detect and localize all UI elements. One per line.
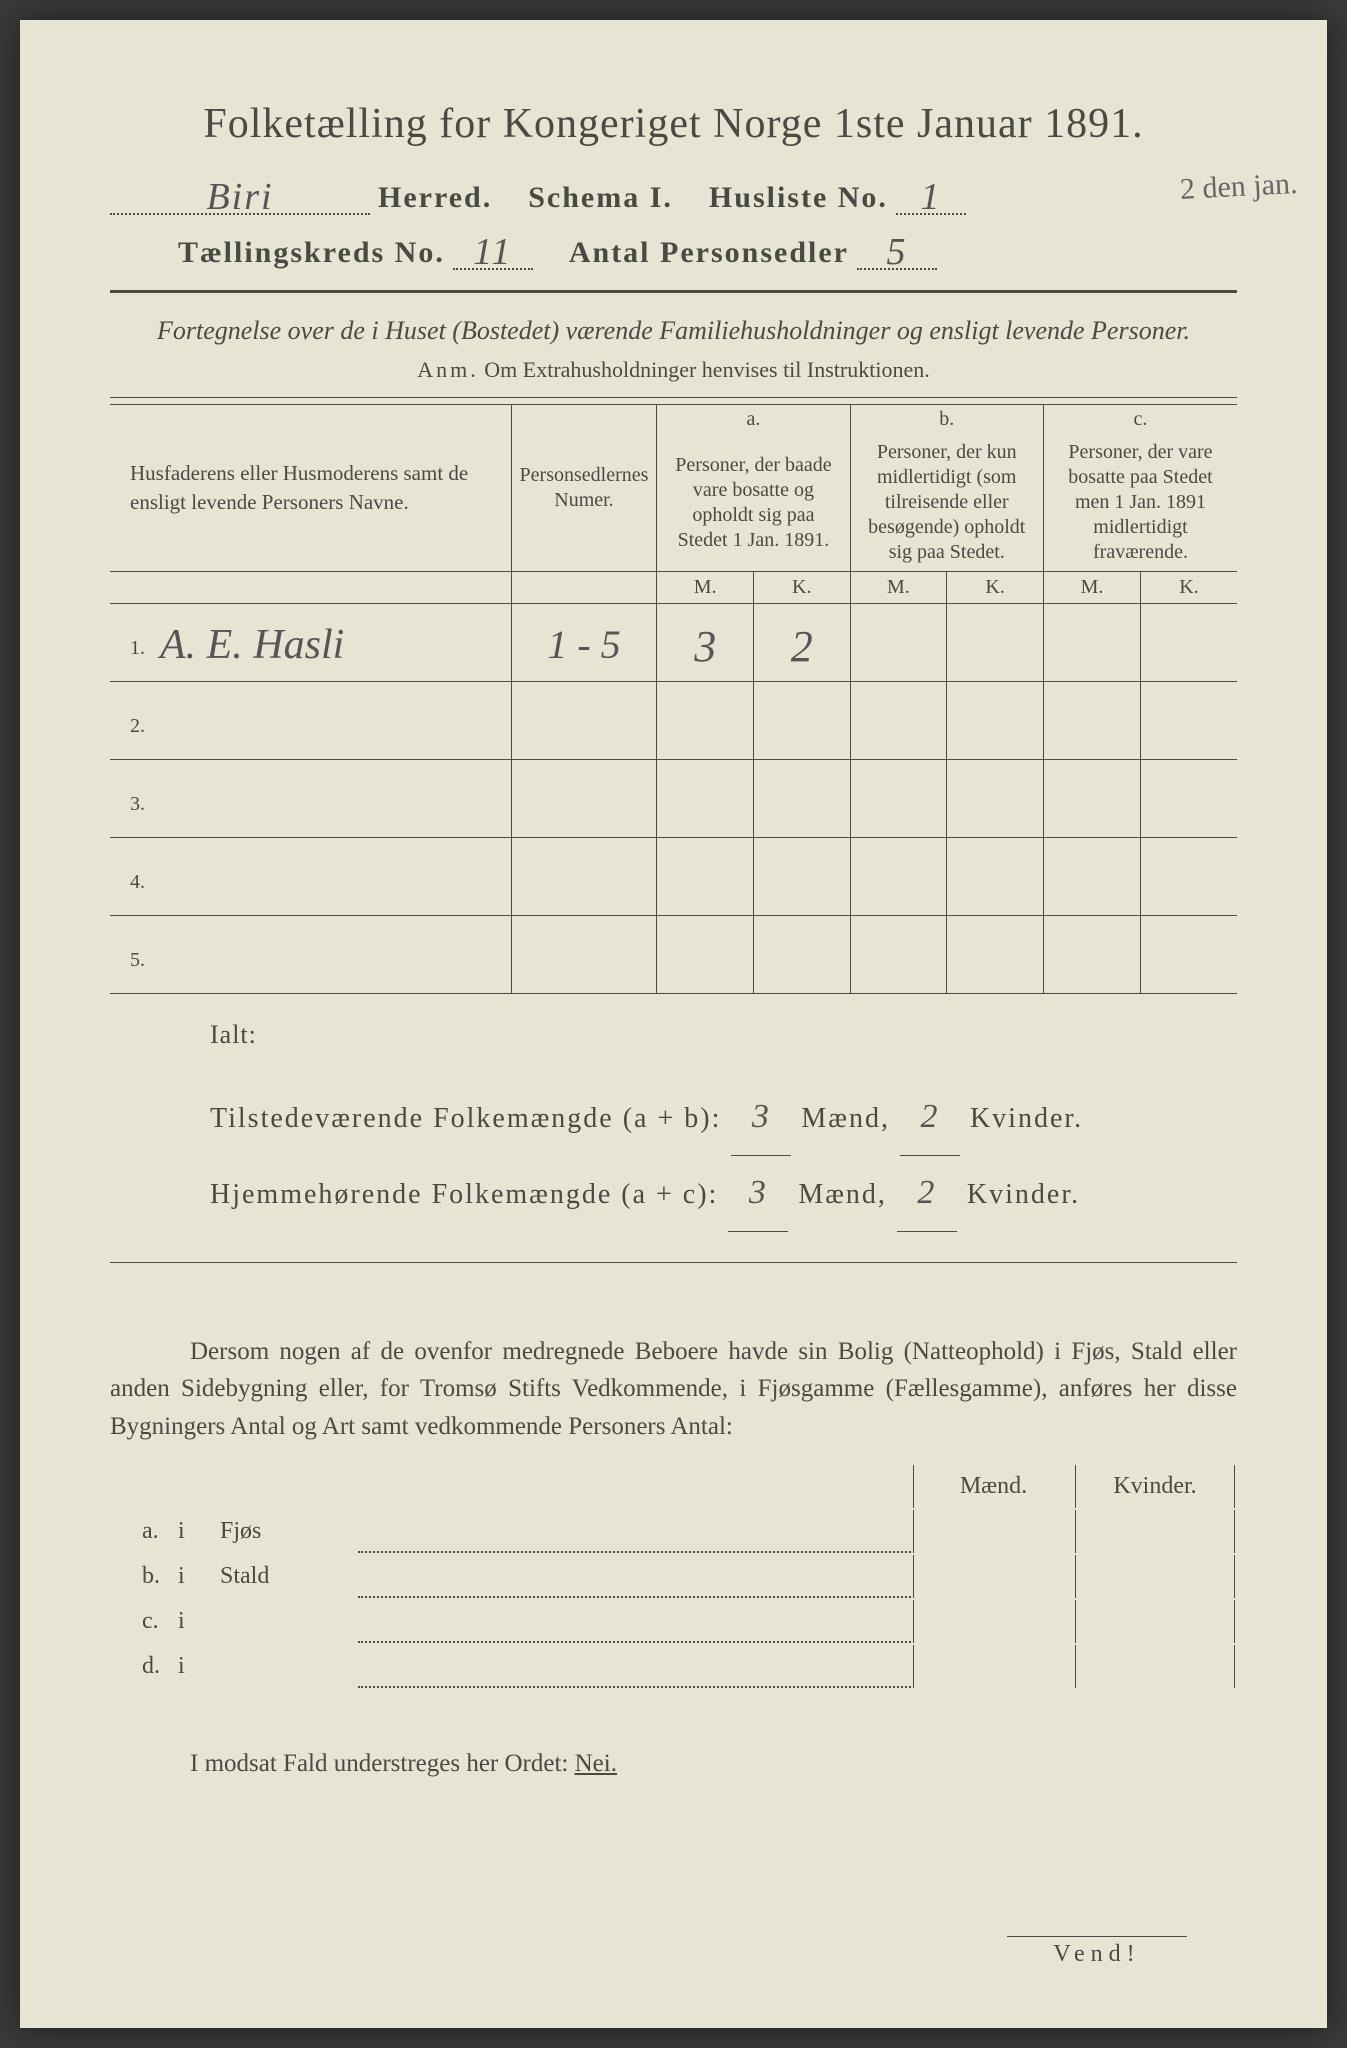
antal-label: Antal Personsedler xyxy=(569,236,849,270)
husliste-value: 1 xyxy=(920,176,941,218)
col-a: Personer, der baade vare bosatte og opho… xyxy=(657,434,850,572)
household-table: Husfaderens eller Husmoderens samt de en… xyxy=(110,404,1237,994)
divider-thin xyxy=(110,397,1237,398)
maend-label-2: Mænd, xyxy=(798,1164,887,1226)
kvinder-label-2: Kvinder. xyxy=(967,1164,1080,1226)
side-row: a. i Fjøs xyxy=(112,1510,1235,1553)
col-c-tag: c. xyxy=(1043,405,1237,435)
ialt-label: Ialt: xyxy=(110,1020,1237,1050)
table-row: 1. A. E. Hasli 1 - 5 3 2 xyxy=(110,604,1237,682)
table-row: 3. xyxy=(110,760,1237,838)
table-row: 2. xyxy=(110,682,1237,760)
total-present-m: 3 xyxy=(731,1080,791,1156)
side-row: b. i Stald xyxy=(112,1555,1235,1598)
table-row: 5. xyxy=(110,916,1237,994)
total-present-k: 2 xyxy=(900,1080,960,1156)
kreds-label: Tællingskreds No. xyxy=(178,236,445,270)
anm-line: Anm. Om Extrahusholdninger henvises til … xyxy=(110,357,1237,383)
husliste-label: Husliste No. xyxy=(709,181,888,215)
herred-value: Biri xyxy=(206,176,273,218)
maend-label: Mænd, xyxy=(801,1088,890,1150)
side-row: c. i xyxy=(112,1600,1235,1643)
sidebuilding-paragraph: Dersom nogen af de ovenfor medregnede Be… xyxy=(110,1333,1237,1446)
side-kvinder: Kvinder. xyxy=(1075,1465,1235,1508)
col-c: Personer, der vare bosatte paa Stedet me… xyxy=(1043,434,1237,572)
anm-label: Anm. xyxy=(417,357,479,382)
divider xyxy=(110,290,1237,293)
sidebuilding-table: Mænd. Kvinder. a. i Fjøs b. i Stald c. i… xyxy=(110,1463,1237,1690)
schema-label: Schema I. xyxy=(528,181,673,215)
totals-block: Tilstedeværende Folkemængde (a + b): 3 M… xyxy=(110,1080,1237,1232)
col-numer: Personsedlernes Numer. xyxy=(511,405,657,572)
divider-thin-2 xyxy=(110,1262,1237,1263)
total-present-label: Tilstedeværende Folkemængde (a + b): xyxy=(210,1088,721,1150)
col-c-k: K. xyxy=(1141,572,1237,603)
col-b-m: M. xyxy=(851,572,948,603)
col-b: Personer, der kun midlertidigt (som tilr… xyxy=(850,434,1043,572)
form-title: Folketælling for Kongeriget Norge 1ste J… xyxy=(110,100,1237,148)
margin-annotation: 2 den jan. xyxy=(1179,167,1298,207)
herred-label: Herred. xyxy=(378,181,492,215)
antal-value: 5 xyxy=(886,231,907,273)
side-maend: Mænd. xyxy=(913,1465,1073,1508)
col-a-m: M. xyxy=(657,572,754,603)
anm-text: Om Extrahusholdninger henvises til Instr… xyxy=(484,357,929,382)
col-b-k: K. xyxy=(947,572,1043,603)
table-row: 4. xyxy=(110,838,1237,916)
nei-word: Nei. xyxy=(575,1750,617,1777)
col-b-tag: b. xyxy=(850,405,1043,435)
col-c-m: M. xyxy=(1044,572,1141,603)
total-home-label: Hjemmehørende Folkemængde (a + c): xyxy=(210,1164,718,1226)
modsat-line: I modsat Fald understreges her Ordet: Ne… xyxy=(110,1750,1237,1778)
header-line-2: Tællingskreds No. 11 Antal Personsedler … xyxy=(110,233,1237,270)
col-names: Husfaderens eller Husmoderens samt de en… xyxy=(110,405,511,572)
col-a-tag: a. xyxy=(657,405,850,435)
kreds-value: 11 xyxy=(473,231,512,273)
header-line-1: Biri Herred. Schema I. Husliste No. 1 xyxy=(110,178,1237,215)
total-home-m: 3 xyxy=(728,1156,788,1232)
kvinder-label: Kvinder. xyxy=(970,1088,1083,1150)
subtitle: Fortegnelse over de i Huset (Bostedet) v… xyxy=(110,313,1237,349)
side-row: d. i xyxy=(112,1645,1235,1688)
vend-label: Vend! xyxy=(1007,1936,1187,1968)
col-a-k: K. xyxy=(754,572,850,603)
total-home-k: 2 xyxy=(897,1156,957,1232)
census-form-page: 2 den jan. Folketælling for Kongeriget N… xyxy=(20,20,1327,2028)
